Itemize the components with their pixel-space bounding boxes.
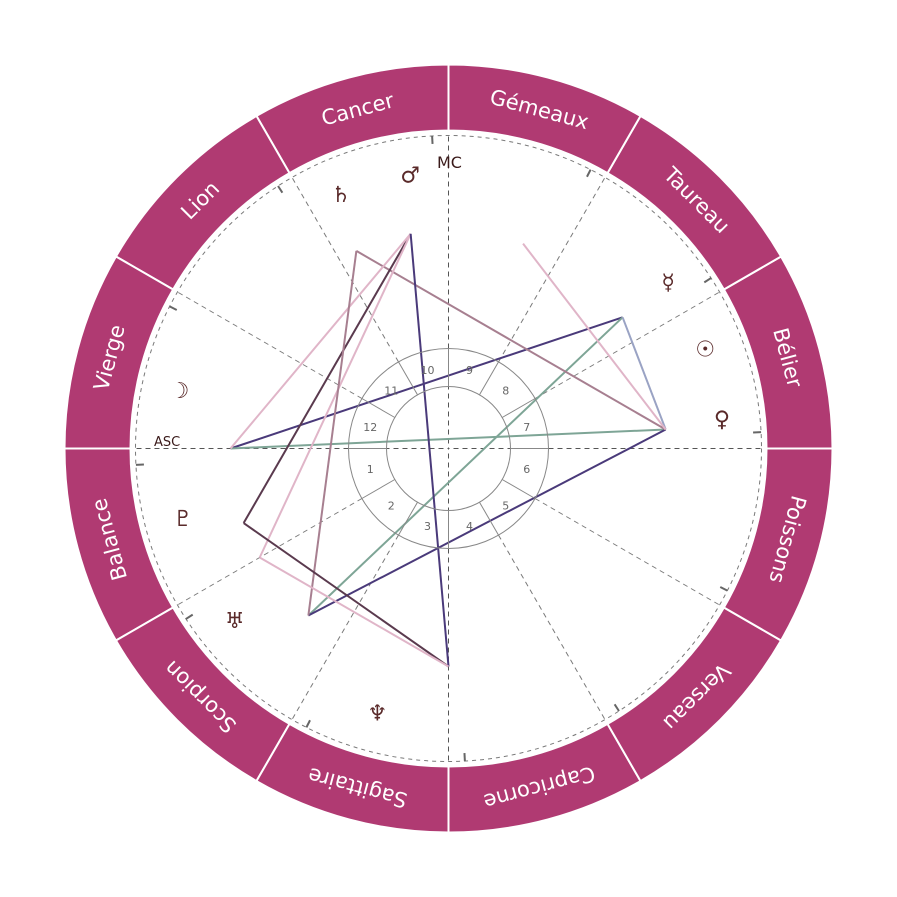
degree-tick [305,719,311,728]
aspect-line [522,243,667,431]
degree-tick [719,586,728,592]
aspect-line [242,233,412,524]
moon-icon: ☽ [170,379,190,404]
house-divider-line [177,498,363,606]
neptune-icon: ♆ [367,702,387,727]
house-divider-line [177,291,363,399]
aspect-line [621,316,667,430]
aspect-line [307,428,667,617]
house-cusp-line [479,361,499,396]
aspect-line [259,556,449,668]
house-cusp-line [398,501,418,536]
aspect-line [230,428,666,450]
aspect-line [230,316,623,450]
degree-tick [277,185,284,194]
house-dividers [135,135,762,762]
house-number: 6 [523,463,530,476]
house-number: 12 [363,421,377,434]
outer-dashed-circle [135,135,762,762]
aspect-line [409,233,450,667]
mercury-icon: ☿ [661,271,675,296]
house-cusp-line [398,361,418,396]
house-number: 4 [466,520,473,533]
house-number: 3 [424,520,431,533]
asc-label: ASC [154,435,180,450]
house-cusp-line [501,398,536,418]
degree-tick [586,169,592,178]
degree-tick [703,277,712,284]
house-number: 1 [367,463,374,476]
zodiac-sector [722,447,834,642]
aspect-line [258,233,412,558]
house-cusp-line [361,479,396,499]
house-divider-line [534,498,720,606]
aspect-lines [229,233,667,668]
degree-tick [613,703,620,712]
house-number: 2 [388,499,395,512]
house-cusp-line [361,398,396,418]
degree-tick [169,305,178,311]
aspect-line [243,522,450,668]
house-number: 11 [384,385,398,398]
house-divider-line [498,177,606,363]
mc-label: MC [437,153,462,172]
house-divider-line [498,534,606,720]
aspect-line [307,316,624,617]
house-divider-line [534,291,720,399]
aspect-line [229,233,412,450]
degree-tick [185,613,194,620]
house-cusp-line [479,501,499,536]
saturn-icon: ♄ [331,183,351,208]
mars-icon: ♂ [400,164,420,189]
house-cusp-line [501,479,536,499]
venus-icon: ♀ [714,407,730,432]
house-number: 10 [421,364,435,377]
house-number: 9 [466,364,473,377]
planet-glyphs: ☉ ☿ ♀ ♂ ♄ ☽ ♇ ♅ ♆ [170,164,730,727]
house-number: 7 [523,421,530,434]
chart-axes: ASC MC [154,153,462,450]
house-number: 8 [502,385,509,398]
uranus-icon: ♅ [225,609,245,634]
aspect-line [355,250,667,431]
pluto-icon: ♇ [173,507,193,532]
sun-icon: ☉ [695,337,715,362]
aspect-line [307,250,358,616]
house-number: 5 [502,499,509,512]
zodiac-ring: BélierTaureauGémeauxCancerLionViergeBala… [63,63,834,834]
